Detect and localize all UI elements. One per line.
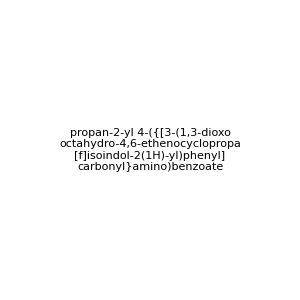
Text: propan-2-yl 4-({[3-(1,3-dioxo
octahydro-4,6-ethenocyclopropa
[f]isoindol-2(1H)-y: propan-2-yl 4-({[3-(1,3-dioxo octahydro-… xyxy=(59,128,241,172)
